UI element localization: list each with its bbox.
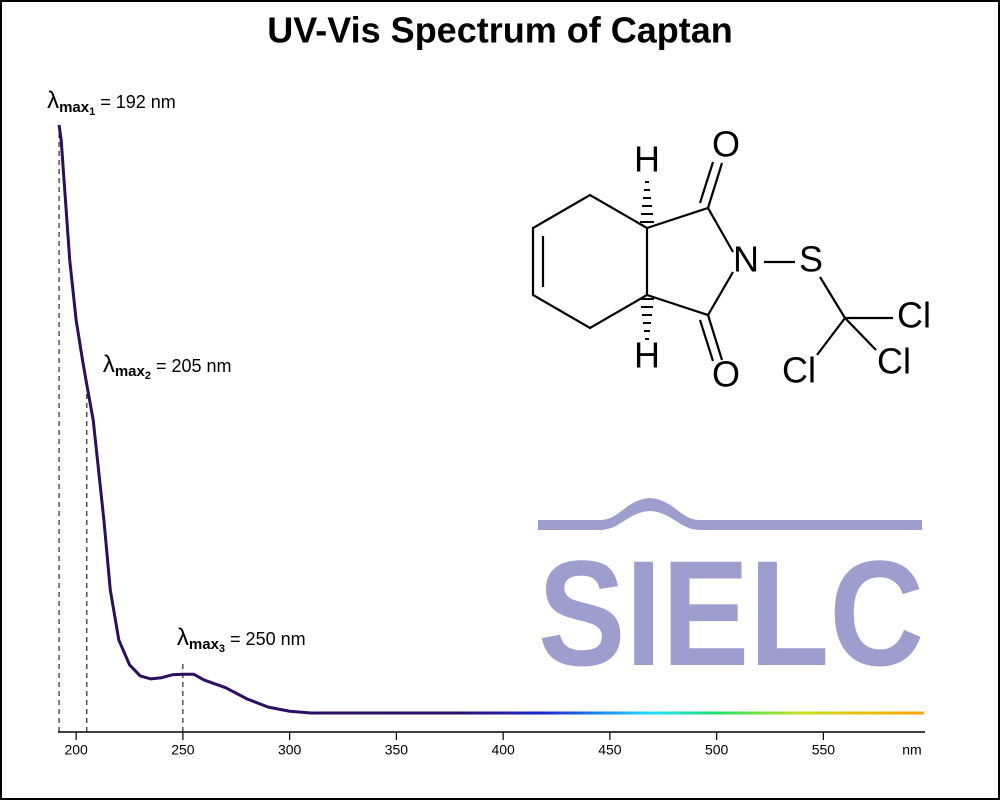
annotation-index: 1 xyxy=(89,106,95,118)
x-tick-label: 350 xyxy=(385,742,409,758)
atom-label: Cl xyxy=(897,295,931,336)
bond xyxy=(819,276,846,319)
bond xyxy=(706,162,724,209)
hashed-wedge xyxy=(640,181,654,340)
atom-label: S xyxy=(799,239,823,280)
annotation-text: = 192 nm xyxy=(100,92,176,112)
atom-label: H xyxy=(634,139,660,180)
x-tick-label: 500 xyxy=(705,742,729,758)
bond xyxy=(844,317,877,351)
x-tick-label: 200 xyxy=(64,742,88,758)
x-tick-label: 400 xyxy=(491,742,515,758)
logo-line xyxy=(538,498,922,530)
x-tick-label: 250 xyxy=(171,742,195,758)
atom-label: O xyxy=(712,354,740,395)
annotation-text: = 205 nm xyxy=(156,356,232,376)
x-tick-label: 450 xyxy=(598,742,622,758)
annotation-subscript: max xyxy=(59,99,90,116)
annotation-symbol: λ xyxy=(47,87,59,114)
x-tick-label: 300 xyxy=(278,742,302,758)
structure: H H O O N S Cl Cl Cl xyxy=(531,124,931,395)
annotation-label: λmax3 = 250 nm xyxy=(177,624,306,655)
atom-label: O xyxy=(712,124,740,165)
annotation-subscript: max xyxy=(115,363,146,380)
bond xyxy=(698,319,715,362)
annotation-subscript: max xyxy=(189,636,220,653)
bond xyxy=(816,317,846,356)
atom-label: H xyxy=(634,335,660,376)
annotation-symbol: λ xyxy=(177,624,189,651)
annotation-symbol: λ xyxy=(103,351,115,378)
annotation-label: λmax2 = 205 nm xyxy=(103,351,232,382)
x-tick-label: 550 xyxy=(812,742,836,758)
x-axis-label: nm xyxy=(902,742,921,758)
annotation-text: = 250 nm xyxy=(230,629,306,649)
bond xyxy=(698,161,715,204)
atom-label: N xyxy=(733,239,759,280)
annotation-index: 3 xyxy=(219,643,225,655)
annotation-label: λmax1 = 192 nm xyxy=(47,87,176,118)
spectrum-line xyxy=(57,124,924,715)
atom-label: Cl xyxy=(877,341,911,382)
logo: SIELC xyxy=(538,498,924,697)
chart-title: UV-Vis Spectrum of Captan xyxy=(267,10,732,51)
atom-label: Cl xyxy=(782,350,816,391)
logo-text: SIELC xyxy=(538,529,924,697)
annotation-index: 2 xyxy=(145,370,151,382)
bond xyxy=(706,314,724,361)
